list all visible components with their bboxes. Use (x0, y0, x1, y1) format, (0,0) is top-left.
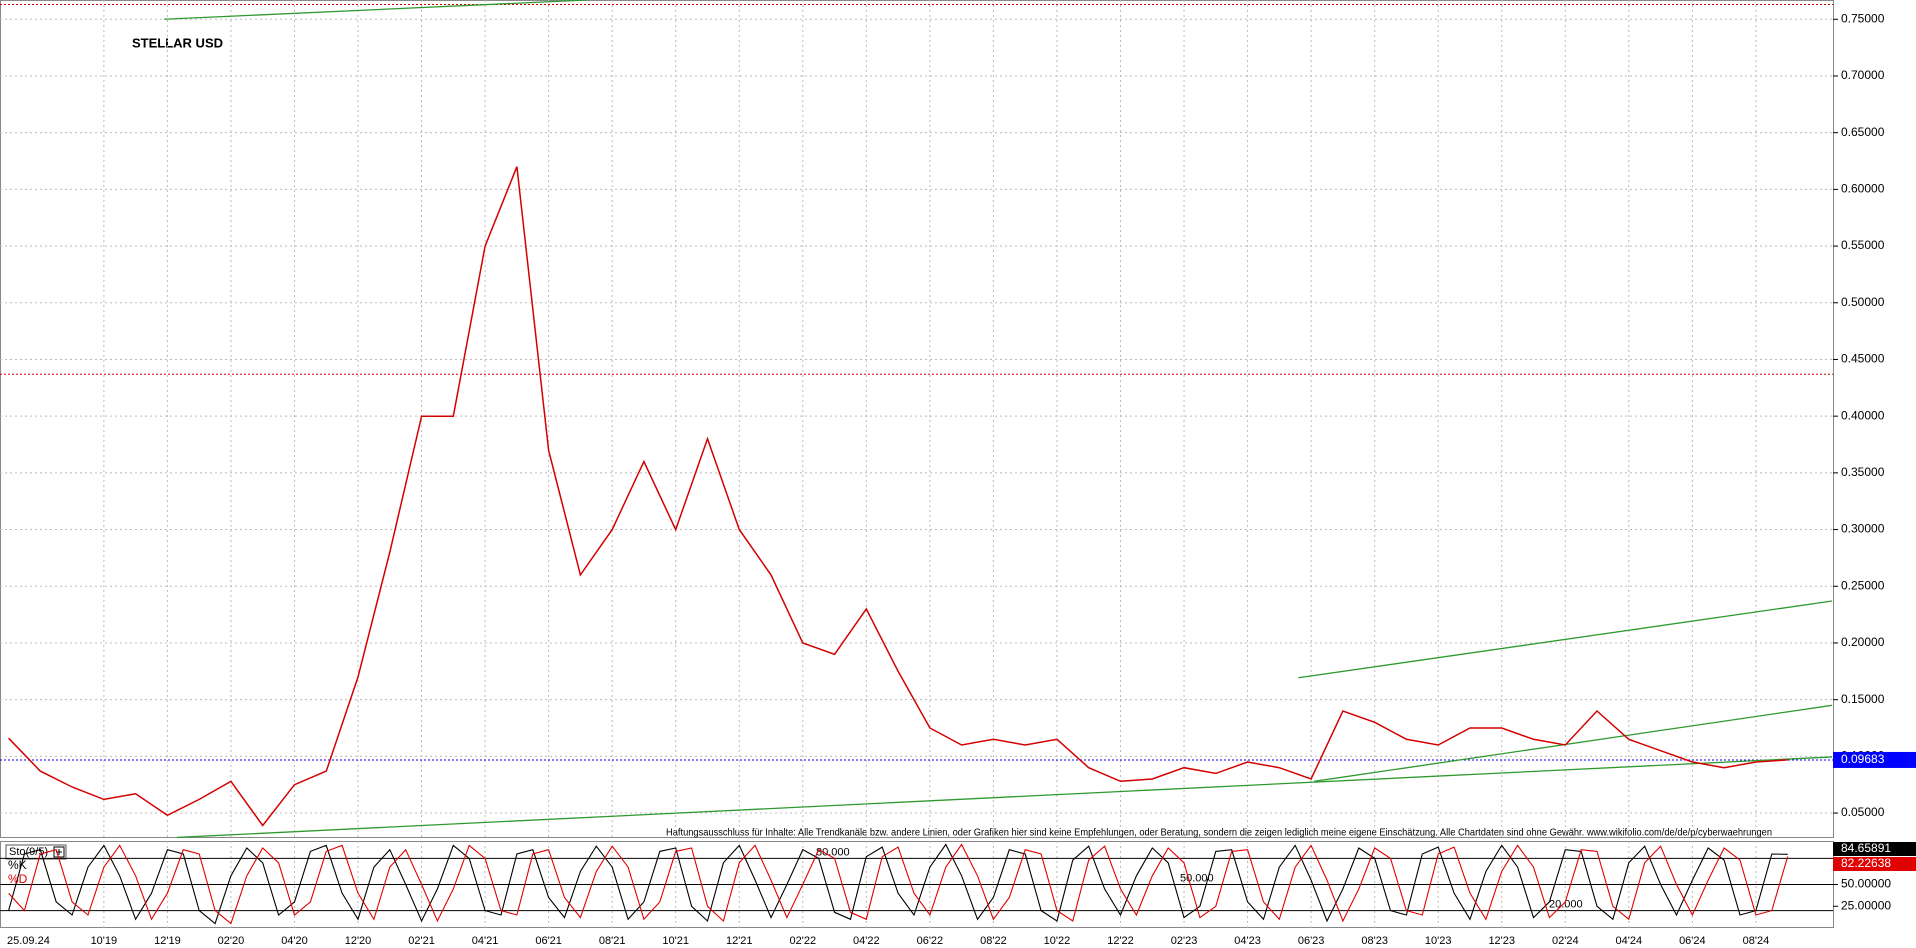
date-label: 25.09.24 (7, 935, 50, 947)
y-tick-label: 0.20000 (1841, 635, 1885, 649)
trendline (164, 0, 587, 20)
last-value-label: 82.22638 (1841, 856, 1891, 870)
level-label: 50.000 (1180, 872, 1214, 884)
x-tick-label: 12'23 (1488, 935, 1515, 947)
indicator-box (5, 844, 67, 860)
x-tick-label: 04'22 (853, 935, 880, 947)
x-tick-label: 08'21 (599, 935, 626, 947)
x-tick-label: 04'24 (1616, 935, 1643, 947)
stoch-line (8, 843, 1789, 925)
x-tick-label: 02'24 (1552, 935, 1579, 947)
x-tick-label: 04'20 (281, 935, 308, 947)
x-tick-label: 10'22 (1044, 935, 1071, 947)
price-line (8, 166, 1788, 827)
stoch-line (8, 843, 1788, 925)
chart-title: STELLAR USD (132, 35, 223, 50)
indicator-label: Sto(9/5) (9, 846, 48, 858)
x-tick-label: 08'22 (980, 935, 1007, 947)
x-tick-label: 08'24 (1743, 935, 1770, 947)
level-label: 80.000 (816, 846, 850, 858)
trendline (1298, 600, 1833, 679)
x-tick-label: 04'21 (472, 935, 499, 947)
last-value-box (1833, 857, 1916, 871)
trendline (176, 756, 1833, 839)
y-tick-label: 0.25000 (1841, 578, 1885, 592)
x-tick-label: 10'21 (662, 935, 689, 947)
y-tick-label: 25.00000 (1841, 898, 1891, 912)
y-tick-label: 0.70000 (1841, 68, 1885, 82)
y-tick-label: 50.00000 (1841, 877, 1891, 891)
x-tick-label: 12'22 (1107, 935, 1134, 947)
x-tick-label: 06'24 (1679, 935, 1706, 947)
price-label: 0.09683 (1841, 752, 1885, 766)
x-tick-label: 04'23 (1234, 935, 1261, 947)
y-tick-label: 0.45000 (1841, 352, 1885, 366)
last-value-label: 84.65891 (1841, 841, 1891, 855)
price-frame (0, 0, 1834, 838)
x-tick-label: 06'23 (1298, 935, 1325, 947)
x-tick-label: 02'22 (790, 935, 817, 947)
last-value-box (1833, 842, 1916, 856)
x-tick-label: 10'19 (91, 935, 118, 947)
x-tick-label: 02'21 (408, 935, 435, 947)
price-label-box (1833, 751, 1916, 768)
y-tick-label: 0.05000 (1841, 805, 1885, 819)
x-tick-label: 12'19 (154, 935, 181, 947)
y-tick-label: 0.60000 (1841, 182, 1885, 196)
x-tick-label: 06'21 (535, 935, 562, 947)
level-label: 20.000 (1549, 899, 1583, 911)
x-tick-label: 08'23 (1361, 935, 1388, 947)
y-tick-label: 0.35000 (1841, 465, 1885, 479)
x-tick-label: 12'20 (345, 935, 372, 947)
y-tick-label: 0.30000 (1841, 522, 1885, 536)
y-tick-label: 0.50000 (1841, 295, 1885, 309)
y-tick-label: 0.65000 (1841, 125, 1885, 139)
x-tick-label: 10'23 (1425, 935, 1452, 947)
y-tick-label: 0.55000 (1841, 238, 1885, 252)
x-tick-label: 06'22 (917, 935, 944, 947)
x-tick-label: 12'21 (726, 935, 753, 947)
x-tick-label: 02'20 (218, 935, 245, 947)
disclaimer: Haftungsausschluss für Inhalte: Alle Tre… (666, 828, 1772, 839)
legend-entry: %D (8, 872, 28, 886)
x-tick-label: 02'23 (1171, 935, 1198, 947)
legend-entry: %K (8, 858, 27, 872)
y-tick-label: 0.75000 (1841, 11, 1885, 25)
y-tick-label: 0.40000 (1841, 408, 1885, 422)
trendline (1314, 704, 1833, 782)
y-tick-label: 0.15000 (1841, 692, 1885, 706)
